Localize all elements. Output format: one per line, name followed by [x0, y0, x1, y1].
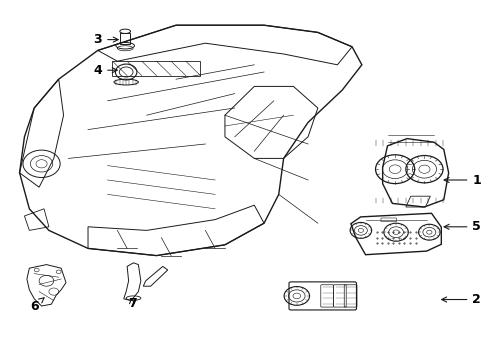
- Text: 6: 6: [30, 298, 44, 312]
- Text: 5: 5: [443, 220, 480, 233]
- Text: 7: 7: [127, 297, 136, 310]
- Text: 3: 3: [93, 33, 118, 46]
- Text: 2: 2: [441, 293, 480, 306]
- Text: 4: 4: [93, 64, 117, 77]
- Text: 1: 1: [443, 174, 480, 186]
